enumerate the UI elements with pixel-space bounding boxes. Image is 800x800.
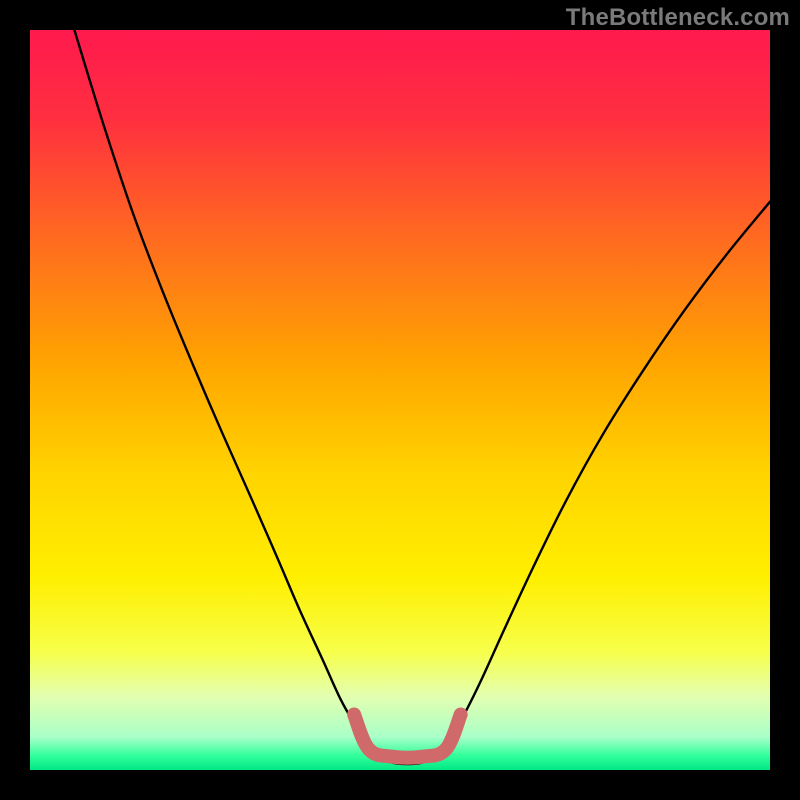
watermark-text: TheBottleneck.com xyxy=(566,4,790,32)
gradient-plot-area xyxy=(30,30,770,770)
bottleneck-chart xyxy=(0,0,800,800)
